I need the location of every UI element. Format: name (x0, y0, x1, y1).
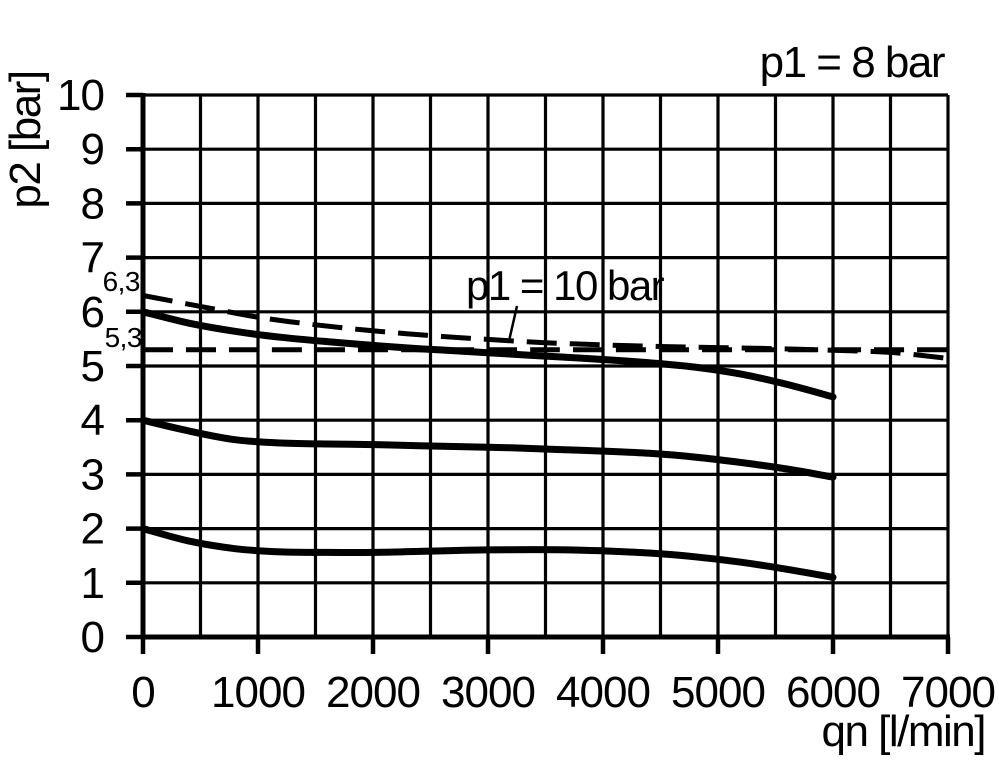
x-tick-label: 1000 (211, 668, 305, 717)
y-tick-label: 1 (81, 559, 104, 608)
y-tick-label: 3 (81, 450, 104, 499)
y-tick-label: 8 (81, 179, 104, 228)
annotation-leader-line (507, 305, 519, 342)
curve-curve-starting-6-bar (139, 308, 837, 401)
y-axis-title: p2 [bar] (1, 71, 50, 208)
curve-curve-starting-4-bar (139, 416, 837, 481)
x-tick-label: 4000 (556, 668, 650, 717)
ref-label-5-3: 5,3 (105, 322, 142, 353)
annotation-p1-10bar: p1 = 10 bar (466, 262, 665, 309)
curve-p1-10-bar (142, 293, 949, 361)
x-tick-label: 6000 (786, 668, 880, 717)
y-tick-label: 5 (81, 342, 104, 391)
series-layer (139, 293, 949, 581)
x-tick-label: 3000 (441, 668, 535, 717)
y-tick-label: 7 (81, 234, 104, 283)
y-tick-label: 9 (81, 125, 104, 174)
axis-ticks-layer (126, 92, 951, 654)
tick-labels-layer: 0 1000 2000 3000 4000 5000 6000 7000 0 1 2 3 4 5 6 7 8 9 1… (57, 71, 996, 717)
chart-title: p1 = 8 bar (760, 38, 945, 87)
x-tick-label: 5000 (671, 668, 765, 717)
x-tick-label: 0 (131, 668, 154, 717)
y-tick-label: 6 (81, 288, 104, 337)
y-tick-label: 2 (81, 505, 104, 554)
x-axis-title: qn [l/min] (821, 707, 985, 756)
grid-layer (141, 93, 950, 639)
x-tick-label: 2000 (326, 668, 420, 717)
y-tick-label: 4 (81, 396, 105, 445)
curve-curve-starting-2-bar (139, 525, 837, 581)
y-tick-label: 10 (57, 71, 104, 120)
y-tick-label: 0 (81, 613, 104, 662)
x-tick-label: 7000 (901, 668, 995, 717)
ref-label-6-3: 6,3 (103, 266, 140, 297)
